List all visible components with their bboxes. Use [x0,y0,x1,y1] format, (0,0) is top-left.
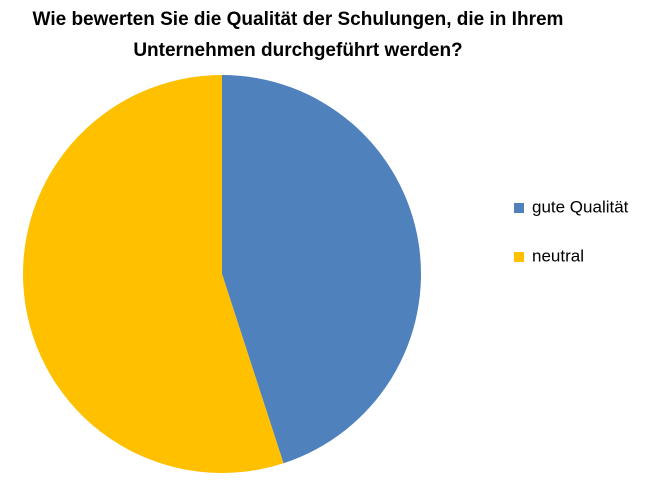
chart-title: Unternehmen durchgeführt werden? [133,40,462,61]
legend-label: neutral [532,246,584,265]
pie-slice [22,75,284,473]
legend-swatch [514,252,524,262]
pie-slice [222,75,421,464]
legend-label: gute Qualität [532,197,629,216]
chart-title: Wie bewerten Sie die Qualität der Schulu… [33,9,564,30]
legend-swatch [514,203,524,213]
